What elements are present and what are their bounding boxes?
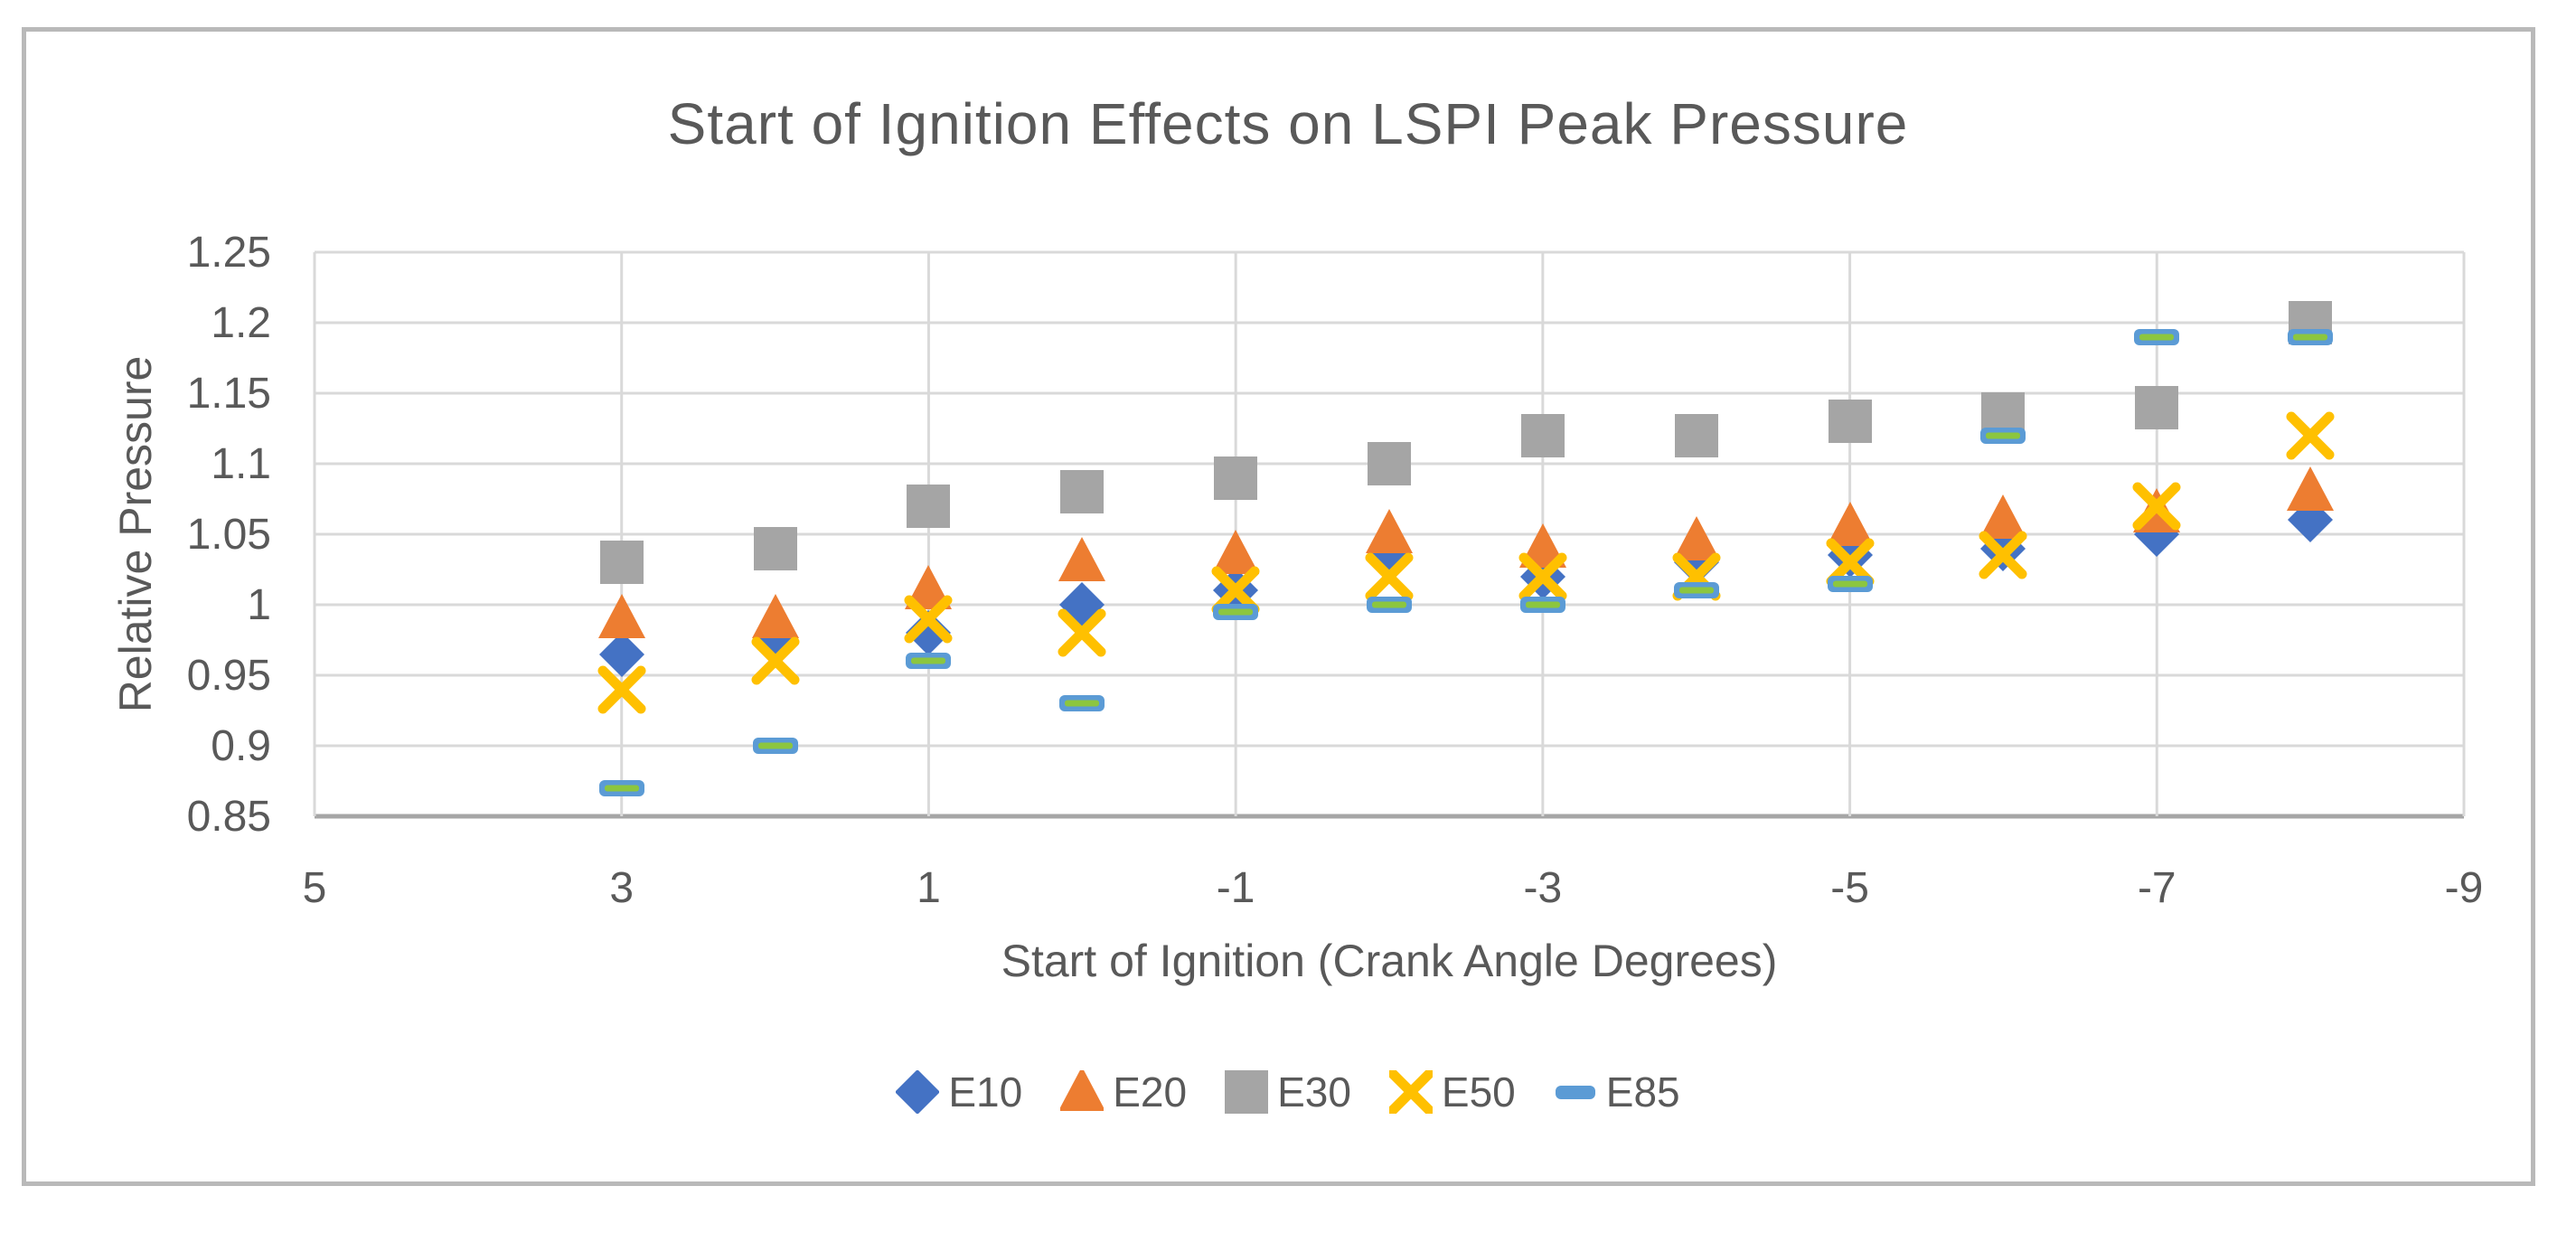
legend-marker-E30-icon	[1225, 1070, 1269, 1114]
point-E50-x-3	[1518, 552, 1567, 601]
chart-border	[22, 27, 2535, 1186]
point-E50-x0	[1058, 608, 1106, 657]
point-E20-x-6	[1979, 494, 2026, 539]
point-E85-x-5	[1828, 576, 1873, 592]
legend-marker-E85-icon	[1555, 1086, 1595, 1099]
point-E85-x-8	[2288, 329, 2333, 345]
x-tick-label: -1	[1217, 864, 1255, 912]
point-E30-x-2	[1368, 442, 1411, 485]
point-E30-x-3	[1521, 414, 1565, 457]
legend-label-E10: E10	[948, 1068, 1023, 1115]
point-E85-x-4	[1674, 582, 1719, 598]
y-tick-label: 1.1	[211, 440, 271, 488]
x-tick-label: -9	[2445, 864, 2484, 912]
point-E10-x1	[906, 610, 951, 655]
point-E50-x-2	[1365, 552, 1414, 601]
point-E50-x3	[597, 665, 646, 714]
point-E50-x-6	[1979, 531, 2027, 579]
point-E85-x3	[599, 780, 644, 796]
point-E20-x0	[1058, 537, 1105, 581]
point-E20-x3	[598, 594, 645, 638]
point-E85-x1	[906, 653, 951, 669]
point-E50-x-7	[2132, 482, 2181, 531]
point-E30-x1	[907, 485, 950, 528]
x-tick-label: -3	[1524, 864, 1563, 912]
y-tick-label: 1.15	[187, 370, 271, 418]
point-E30-x-4	[1675, 414, 1718, 457]
point-E20-x-2	[1366, 509, 1413, 553]
point-E85-x-1	[1213, 604, 1258, 620]
y-tick-label: 1.25	[187, 229, 271, 277]
legend-marker-E20-icon	[1060, 1070, 1105, 1111]
point-E50-x1	[904, 595, 953, 644]
legend-item-E85: E85	[1554, 1068, 1680, 1116]
point-E30-x3	[600, 541, 644, 584]
point-E85-x-2	[1367, 597, 1412, 613]
legend-item-E10: E10	[896, 1068, 1022, 1116]
legend-marker-E50-icon	[1388, 1070, 1433, 1114]
legend-marker-E10	[896, 1070, 940, 1114]
legend-item-E20: E20	[1060, 1068, 1187, 1116]
point-E20-x-4	[1673, 516, 1720, 560]
y-tick-label: 1.2	[211, 299, 271, 347]
x-tick-label: -7	[2138, 864, 2176, 912]
point-E50-x-8	[2286, 411, 2335, 460]
point-E20-x-3	[1519, 523, 1566, 568]
x-tick-label: 3	[609, 864, 634, 912]
x-tick-label: 1	[917, 864, 941, 912]
legend-label-E20: E20	[1113, 1068, 1188, 1115]
legend-label-E50: E50	[1441, 1068, 1516, 1115]
point-E30-x2	[754, 527, 797, 570]
point-E30-x-5	[1829, 400, 1872, 443]
legend-marker-E10-icon	[896, 1070, 940, 1114]
legend-label-E85: E85	[1605, 1068, 1680, 1115]
point-E50-x-5	[1826, 538, 1875, 587]
point-E85-x-3	[1520, 597, 1565, 613]
x-tick-label: -5	[1830, 864, 1869, 912]
point-E50-x-1	[1211, 566, 1260, 615]
y-tick-label: 1	[247, 581, 271, 629]
point-E30-x0	[1060, 470, 1104, 513]
y-tick-label: 1.05	[187, 511, 271, 559]
point-E10-x3	[599, 632, 644, 677]
y-tick-label: 0.9	[211, 722, 271, 770]
point-E85-x2	[753, 738, 798, 754]
legend-item-E50: E50	[1388, 1068, 1516, 1116]
point-E85-x-6	[1980, 428, 2026, 444]
x-tick-label: 5	[303, 864, 327, 912]
legend-label-E30: E30	[1277, 1068, 1351, 1115]
point-E85-x-7	[2134, 329, 2179, 345]
point-E20-x1	[905, 565, 952, 609]
legend-marker-E20	[1060, 1070, 1105, 1111]
legend-marker-E30	[1225, 1070, 1269, 1114]
y-tick-label: 0.95	[187, 652, 271, 700]
point-E50-x2	[751, 636, 800, 685]
legend-marker-E50	[1388, 1070, 1433, 1114]
point-E20-x-5	[1827, 502, 1874, 546]
point-E30-x-1	[1214, 456, 1257, 500]
point-E20-x-1	[1212, 530, 1259, 574]
point-E20-x2	[752, 594, 799, 638]
chart-title: Start of Ignition Effects on LSPI Peak P…	[667, 91, 1909, 156]
point-E30-x-7	[2135, 386, 2178, 429]
y-tick-label: 0.85	[187, 793, 271, 841]
point-E20-x-8	[2287, 466, 2334, 511]
x-axis-title: Start of Ignition (Crank Angle Degrees)	[1001, 936, 1778, 986]
point-E85-x0	[1059, 695, 1105, 711]
legend-item-E30: E30	[1225, 1068, 1351, 1116]
legend: E10 E20 E30 E50 E85	[0, 1065, 2576, 1119]
